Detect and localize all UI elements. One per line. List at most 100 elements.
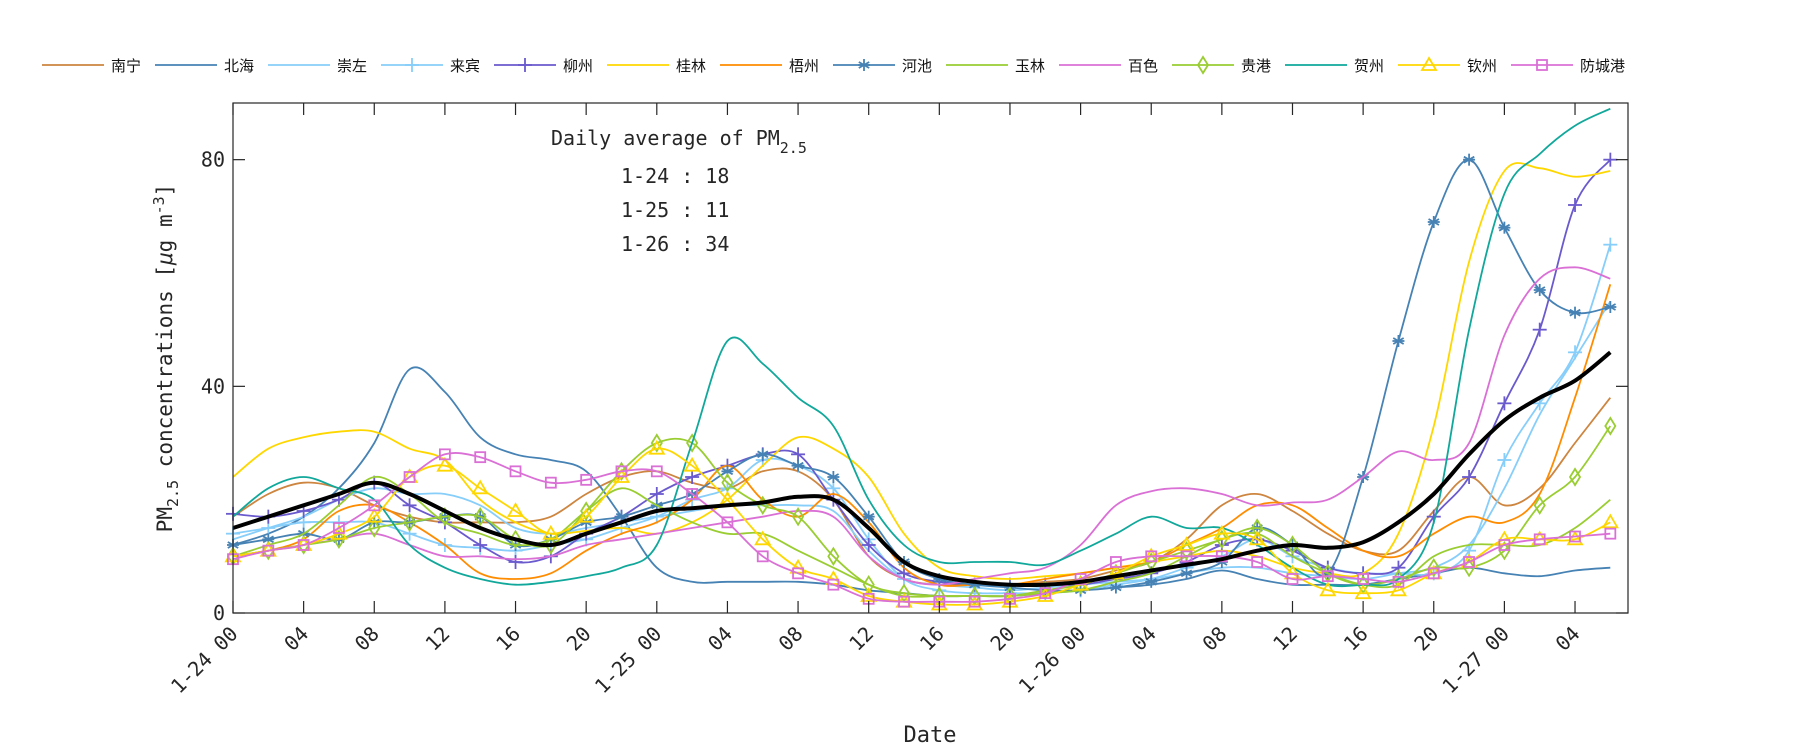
triangle-marker [1354,584,1372,600]
diamond-marker [1215,529,1228,550]
diamond-marker [1427,557,1440,578]
series-line [232,452,1611,603]
triangle-marker [648,439,666,455]
x-tick-label: 12 [420,622,454,656]
plus-marker [1603,237,1618,252]
legend-label: 南宁 [111,57,141,75]
square-marker [368,499,381,512]
triangle-marker [1213,524,1231,540]
diamond-marker [862,574,875,595]
plus-marker [1497,396,1512,411]
series-4 [226,152,1618,592]
square-marker [544,476,557,489]
legend-label: 防城港 [1580,57,1625,75]
series-line [232,284,1612,587]
plus-marker [791,447,806,462]
x-tick-label: 20 [985,622,1019,656]
square-marker [721,516,734,529]
triangle-marker [506,502,525,517]
series-mean [232,350,1612,587]
star-marker [1180,567,1193,580]
y-tick-label: 0 [213,601,225,625]
star-marker [721,465,734,478]
x-tick-label: 20 [1409,622,1443,656]
plus-marker [861,538,876,552]
series-7 [227,153,1617,597]
square-marker [898,595,910,608]
x-tick-label: 12 [844,622,878,656]
x-tick-label: 1-26 00 [1014,622,1091,699]
legend-label: 崇左 [337,57,367,75]
plus-marker [1568,198,1583,212]
square-marker [827,578,840,591]
star-marker [1145,575,1158,588]
diamond-marker [615,461,628,482]
star-marker [1533,284,1546,296]
legend-item: 崇左 [268,57,367,75]
diamond-marker [1498,540,1511,561]
square-marker [1074,573,1087,585]
series-line [232,425,1612,598]
diamond-marker [1196,55,1210,75]
legend-item: 柳州 [494,57,593,75]
diamond-marker [1251,518,1264,538]
square-marker [474,451,487,464]
series-11 [232,107,1611,588]
x-tick-label: 04 [703,622,737,656]
legend-item: 钦州 [1398,56,1497,75]
legend-label: 北海 [224,57,254,75]
legend-label: 钦州 [1467,57,1497,75]
daily-average-annotation: Daily average of PM2.5 1-24 : 18 1-25 : … [551,126,807,256]
legend-label: 玉林 [1015,57,1045,75]
plus-marker [518,58,532,72]
plus-marker [473,538,488,552]
triangle-marker [365,507,383,523]
x-tick-label: 08 [774,622,808,656]
plus-marker [1603,152,1618,167]
square-marker [580,473,593,486]
legend-item: 百色 [1059,57,1158,75]
legend-label: 桂林 [676,57,706,75]
legend-label: 来宾 [450,57,480,75]
square-marker [686,488,699,500]
diamond-marker [1533,495,1546,516]
square-marker [438,448,451,461]
diamond-marker [721,472,734,493]
square-marker [1110,556,1122,568]
x-tick-label: 1-25 00 [590,622,667,699]
legend-item: 桂林 [607,57,706,75]
plus-marker [402,498,417,513]
y-axis-label: PM2.5 concentrations [μg m-3] [150,184,182,533]
square-marker [1427,567,1440,580]
annotation-line: 1-24 : 18 [621,164,729,188]
diamond-marker [474,506,487,527]
square-marker [1498,539,1511,551]
y-tick-label: 40 [201,374,225,398]
x-tick-label: 1-24 00 [166,622,243,699]
square-marker [792,567,804,580]
series-line [232,447,1611,606]
diamond-marker [332,529,346,550]
square-marker [1463,556,1475,568]
x-tick-label: 20 [562,622,596,656]
triangle-marker [966,595,984,611]
legend-item: 河池 [833,57,932,75]
plus-marker [649,487,664,501]
x-axis-label: Date [904,723,957,748]
x-tick-label: 16 [1339,622,1373,656]
square-marker [968,595,981,608]
x-tick-label: 12 [1268,622,1302,656]
plus-marker [1532,322,1547,337]
square-marker [1251,556,1264,568]
triangle-marker [1248,530,1266,546]
diamond-marker [827,546,840,567]
star-marker [756,448,769,461]
series-line [232,266,1611,586]
square-marker [1039,587,1052,600]
plot-frame [232,102,1629,614]
x-tick-label: 1-27 00 [1437,622,1514,699]
square-marker [1286,573,1299,585]
legend: 南宁 北海 崇左 来宾 柳州 桂林 梧州 河池 玉林 百色 贵港 贺州 钦州 防城港 [42,55,1625,75]
